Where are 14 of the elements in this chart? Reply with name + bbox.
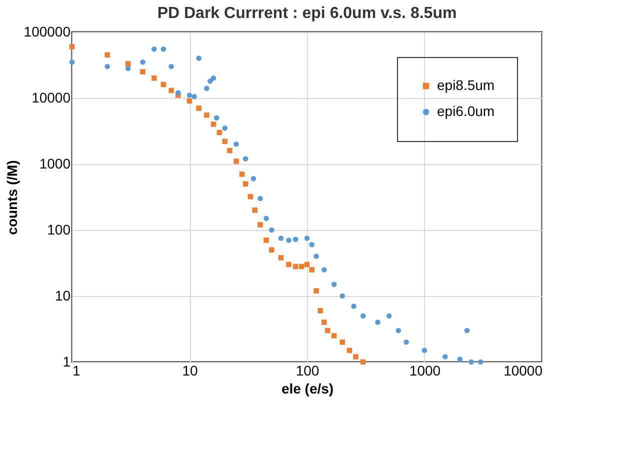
x-tick-label: 1000 — [409, 362, 441, 378]
x-tick-label: 10000 — [504, 362, 543, 378]
x-axis-title: ele (e/s) — [281, 380, 334, 396]
x-tick-label: 100 — [296, 362, 320, 378]
y-tick-label: 10000 — [32, 90, 71, 106]
x-tick-label: 10 — [182, 362, 198, 378]
y-axis-title: counts (/M) — [4, 160, 20, 235]
y-tick-label: 10 — [54, 288, 71, 304]
y-tick-label: 100000 — [24, 24, 71, 40]
chart-title: PD Dark Currrent : epi 6.0um v.s. 8.5um — [157, 5, 457, 22]
y-tick-label: 1000 — [39, 156, 71, 172]
y-tick-label: 100 — [47, 222, 71, 238]
legend-label: epi8.5um — [437, 77, 495, 93]
legend-label: epi6.0um — [437, 103, 495, 119]
